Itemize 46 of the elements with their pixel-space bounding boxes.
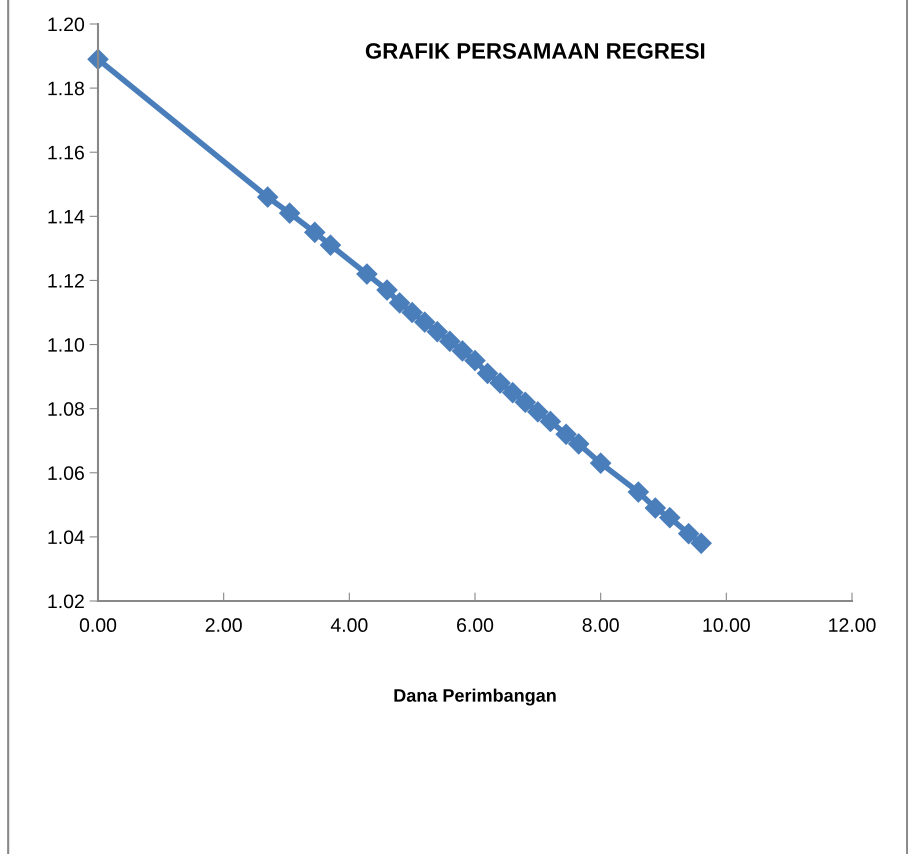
x-tick-label: 6.00 [457, 618, 494, 632]
point [628, 481, 649, 503]
point [414, 312, 436, 333]
point [356, 264, 378, 285]
y-tick-label: 1.04 [48, 530, 84, 544]
point [452, 340, 473, 362]
x-tick-label: 4.00 [330, 618, 368, 632]
x-tick-label: 0.00 [80, 618, 116, 632]
x-tick-label: 2.00 [206, 618, 242, 632]
point [304, 222, 326, 243]
point [389, 292, 410, 314]
x-tick-label: 8.00 [582, 618, 619, 632]
point [540, 410, 561, 432]
point [502, 382, 524, 404]
y-tick-label: 1.20 [48, 17, 84, 32]
point [490, 372, 511, 394]
point [439, 330, 460, 352]
y-tick-label: 1.12 [48, 274, 84, 288]
point [514, 392, 536, 413]
point [590, 452, 612, 474]
point [426, 321, 448, 342]
point [477, 362, 498, 384]
x-axis-title: Dana Perimbangan [394, 688, 556, 706]
point [568, 433, 590, 454]
point [644, 498, 666, 519]
point [376, 280, 398, 301]
y-tick-label: 1.02 [48, 594, 84, 608]
point [690, 532, 712, 554]
point [257, 186, 278, 208]
y-tick-label: 1.10 [48, 338, 84, 352]
point [279, 202, 300, 224]
y-tick-label: 1.08 [48, 402, 84, 416]
x-tick-label: 12.00 [829, 618, 876, 632]
point [659, 507, 680, 528]
y-tick-label: 1.06 [48, 466, 84, 480]
text: GRAFIK PERSAMAAN REGRESI [366, 43, 704, 59]
point [402, 302, 423, 324]
y-tick-label: 1.16 [48, 146, 84, 160]
y-tick-label: 1.14 [48, 210, 84, 224]
point [678, 523, 700, 544]
y-tick-label: 1.18 [48, 82, 84, 96]
x-tick-label: 10.00 [703, 618, 750, 632]
point [464, 350, 486, 372]
point [556, 424, 577, 445]
point [320, 234, 341, 256]
point [527, 401, 548, 422]
